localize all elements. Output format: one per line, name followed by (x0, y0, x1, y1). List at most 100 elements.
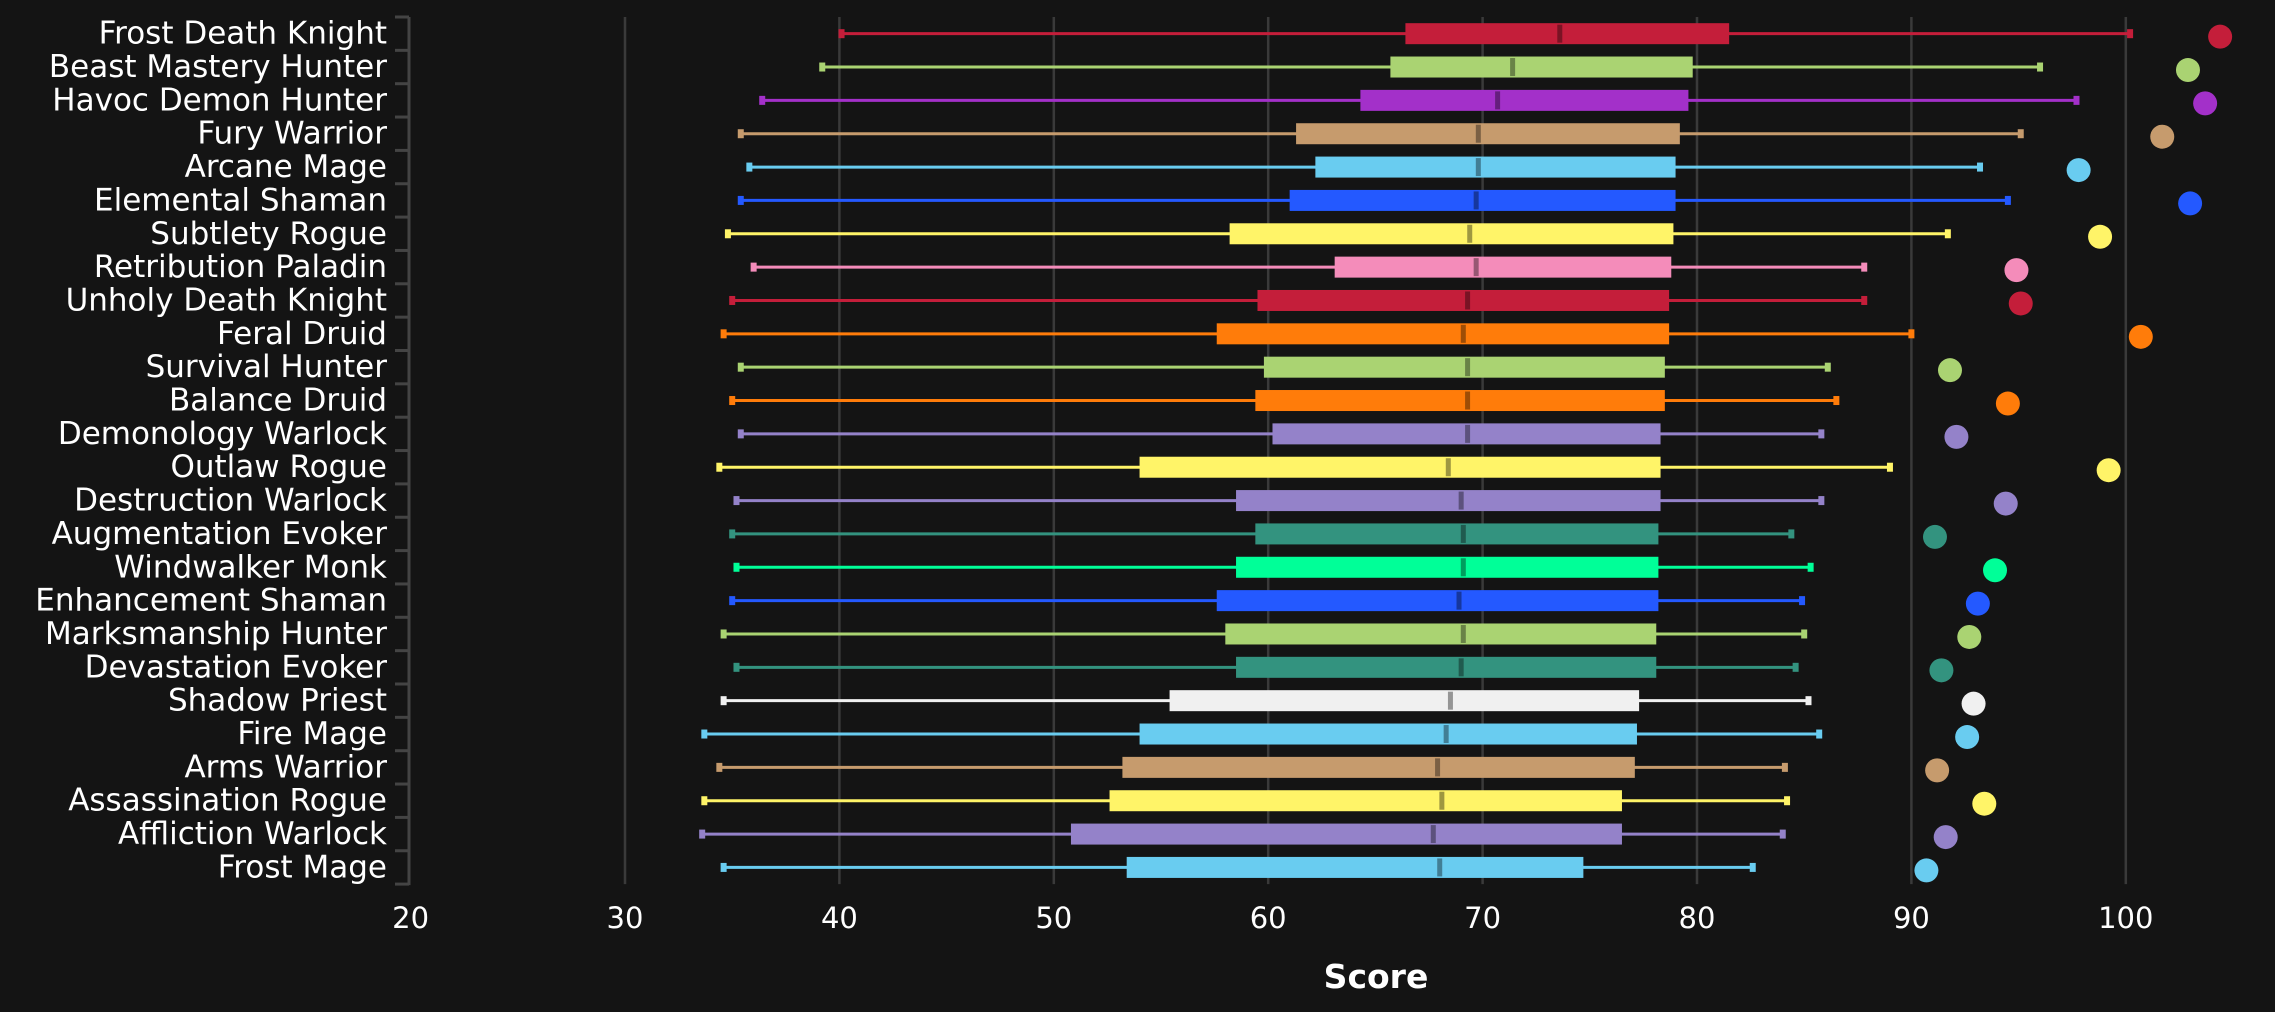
whisker-cap-max (1886, 462, 1893, 472)
box-row: Unholy Death Knight (66, 282, 2033, 318)
category-label: Devastation Evoker (85, 649, 388, 685)
whisker-cap-max (1824, 362, 1831, 372)
outlier-point (1993, 491, 2018, 516)
median-line (1435, 758, 1441, 777)
category-label: Destruction Warlock (74, 483, 387, 519)
whisker-cap-min (733, 662, 740, 672)
iqr-box (1229, 223, 1674, 245)
whisker-cap-min (720, 329, 727, 339)
box-row: Marksmanship Hunter (45, 616, 1982, 652)
whisker-cap-min (819, 62, 826, 72)
whisker-cap-min (720, 862, 727, 872)
category-label: Unholy Death Knight (66, 282, 387, 318)
iqr-box (1169, 690, 1640, 712)
median-line (1456, 591, 1462, 610)
box-row: Beast Mastery Hunter (49, 49, 2200, 85)
median-line (1475, 124, 1481, 143)
median-line (1473, 258, 1479, 277)
box-row: Arcane Mage (185, 149, 2091, 185)
outlier-point (2096, 458, 2121, 483)
iqr-box (1405, 23, 1730, 45)
median-line (1465, 391, 1471, 410)
category-label: Outlaw Rogue (170, 449, 387, 485)
whisker-cap-max (1944, 229, 1951, 239)
median-line (1557, 24, 1563, 43)
outlier-point (2008, 291, 2033, 316)
median-line (1460, 324, 1466, 343)
whisker-cap-min (720, 629, 727, 639)
box-row: Balance Druid (169, 383, 2020, 419)
category-label: Augmentation Evoker (52, 516, 388, 552)
outlier-point (1955, 725, 1980, 750)
whisker-cap-max (1788, 529, 1795, 539)
category-label: Retribution Paladin (94, 249, 387, 285)
x-tick-label: 60 (1250, 901, 1287, 935)
median-line (1460, 524, 1466, 543)
x-tick-label: 80 (1679, 901, 1716, 935)
iqr-box (1139, 723, 1637, 745)
median-line (1467, 224, 1473, 243)
category-label: Enhancement Shaman (35, 583, 387, 619)
whisker-cap-max (1833, 396, 1840, 406)
whisker-cap-min (701, 796, 708, 806)
iqr-box (1334, 256, 1672, 278)
outlier-point (2193, 91, 2218, 116)
outlier-point (2175, 58, 2200, 83)
box-row: Enhancement Shaman (35, 583, 1990, 619)
category-label: Marksmanship Hunter (45, 616, 387, 652)
median-line (1458, 658, 1464, 677)
whisker-cap-min (737, 429, 744, 439)
iqr-box (1139, 456, 1661, 478)
iqr-box (1257, 289, 1670, 311)
category-label: Arms Warrior (184, 749, 387, 785)
category-label: Affliction Warlock (118, 816, 387, 852)
category-label: Arcane Mage (185, 149, 387, 185)
outlier-point (1961, 691, 1986, 716)
box-row: Destruction Warlock (74, 483, 2018, 519)
outlier-point (1929, 658, 1954, 683)
outlier-point (1933, 825, 1958, 850)
category-label: Survival Hunter (146, 349, 388, 385)
x-tick-label: 30 (607, 901, 644, 935)
whisker-cap-min (729, 295, 736, 305)
x-axis: 20 30 40 50 60 70 80 90 100 (392, 901, 2153, 935)
whisker-cap-max (1977, 162, 1984, 172)
box-row: Assassination Rogue (68, 783, 1997, 819)
whisker-cap-max (2037, 62, 2044, 72)
outlier-point (1957, 624, 1982, 649)
median-line (1465, 358, 1471, 377)
outlier-point (1995, 391, 2020, 416)
whisker-cap-min (750, 262, 757, 272)
whisker-cap-min (746, 162, 753, 172)
iqr-box (1236, 556, 1659, 578)
whisker-cap-min (729, 529, 736, 539)
whisker-cap-min (737, 195, 744, 205)
category-label: Beast Mastery Hunter (49, 49, 387, 85)
iqr-box (1255, 523, 1659, 545)
category-label: Fire Mage (237, 716, 387, 752)
median-line (1473, 191, 1479, 210)
iqr-box (1315, 156, 1676, 178)
whisker-cap-max (1781, 762, 1788, 772)
box-row: Elemental Shaman (94, 182, 2203, 218)
whisker-cap-max (2127, 29, 2134, 39)
whisker-cap-max (1801, 629, 1808, 639)
category-label: Shadow Priest (168, 683, 387, 719)
median-line (1465, 291, 1471, 310)
whisker-cap-max (2004, 195, 2011, 205)
whisker-cap-min (737, 362, 744, 372)
median-line (1443, 725, 1449, 744)
whisker-cap-max (1807, 562, 1814, 572)
grid-lines (623, 17, 2128, 885)
y-axis (395, 15, 411, 886)
box-row: Fire Mage (237, 716, 1980, 752)
box-row: Frost Mage (218, 849, 1939, 885)
whisker-cap-max (1816, 729, 1823, 739)
whisker-cap-min (729, 596, 736, 606)
whisker-cap-max (1861, 262, 1868, 272)
outlier-point (1937, 358, 1962, 383)
median-line (1430, 825, 1436, 844)
iqr-box (1390, 56, 1693, 78)
